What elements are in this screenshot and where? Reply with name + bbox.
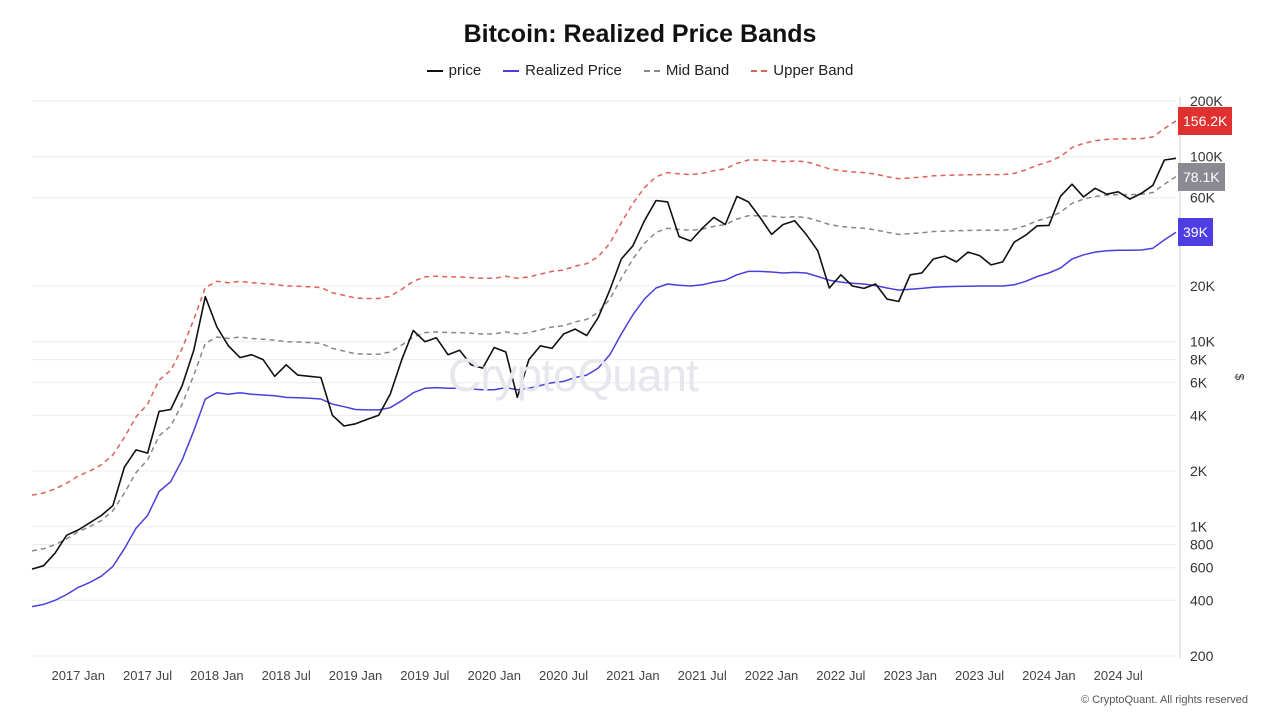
y-tick-label: 20K [1190, 278, 1216, 294]
y-tick-label: 800 [1190, 537, 1214, 553]
legend: price Realized Price Mid Band Upper Band [0, 62, 1280, 79]
legend-item[interactable]: Upper Band [751, 62, 853, 79]
x-tick-label: 2024 Jul [1094, 668, 1143, 683]
x-tick-label: 2017 Jan [51, 668, 105, 683]
y-tick-label: 2K [1190, 463, 1208, 479]
x-tick-label: 2021 Jan [606, 668, 660, 683]
x-tick-label: 2017 Jul [123, 668, 172, 683]
y-tick-label: 1K [1190, 519, 1208, 535]
copyright-text: © CryptoQuant. All rights reserved [1080, 694, 1248, 706]
chart-title: Bitcoin: Realized Price Bands [463, 20, 817, 48]
legend-item[interactable]: Realized Price [503, 62, 622, 79]
x-tick-label: 2019 Jan [329, 668, 383, 683]
legend-item[interactable]: price [426, 62, 482, 79]
series-line-realized-price [31, 231, 1177, 608]
legend-swatch [751, 69, 768, 72]
x-tick-label: 2024 Jan [1022, 668, 1076, 683]
x-tick-label: 2022 Jan [745, 668, 799, 683]
legend-swatch [503, 69, 520, 72]
x-tick-label: 2023 Jul [955, 668, 1004, 683]
legend-item[interactable]: Mid Band [643, 62, 730, 79]
last-value-badge: 78.1K [1178, 162, 1225, 191]
y-tick-label: 200K [1190, 93, 1223, 109]
x-tick-label: 2018 Jul [262, 668, 311, 683]
legend-swatch [426, 69, 443, 72]
x-tick-label: 2020 Jul [539, 668, 588, 683]
legend-label: Realized Price [525, 62, 622, 79]
series-line-price [31, 157, 1177, 570]
legend-label: Mid Band [665, 62, 730, 79]
last-value-badge: 156.2K [1178, 106, 1233, 135]
y-tick-label: 400 [1190, 592, 1214, 608]
x-tick-label: 2019 Jul [400, 668, 449, 683]
x-tick-label: 2023 Jan [883, 668, 937, 683]
y-axis-label: $ [1232, 373, 1247, 381]
y-tick-label: 100K [1190, 149, 1223, 165]
x-tick-label: 2021 Jul [678, 668, 727, 683]
y-tick-label: 6K [1190, 375, 1208, 391]
y-tick-label: 600 [1190, 560, 1214, 576]
last-value-badge: 39K [1178, 218, 1213, 247]
legend-label: price [448, 62, 482, 79]
y-tick-label: 10K [1190, 334, 1216, 350]
y-tick-label: 60K [1190, 190, 1216, 206]
y-tick-label: 8K [1190, 352, 1208, 368]
x-tick-label: 2020 Jan [467, 668, 521, 683]
legend-swatch [643, 69, 660, 72]
y-tick-label: 200 [1190, 648, 1214, 664]
watermark-logo: CryptoQuant [448, 349, 699, 401]
legend-label: Upper Band [773, 62, 854, 79]
x-tick-label: 2022 Jul [816, 668, 865, 683]
x-tick-label: 2018 Jan [190, 668, 244, 683]
y-tick-label: 4K [1190, 407, 1208, 423]
